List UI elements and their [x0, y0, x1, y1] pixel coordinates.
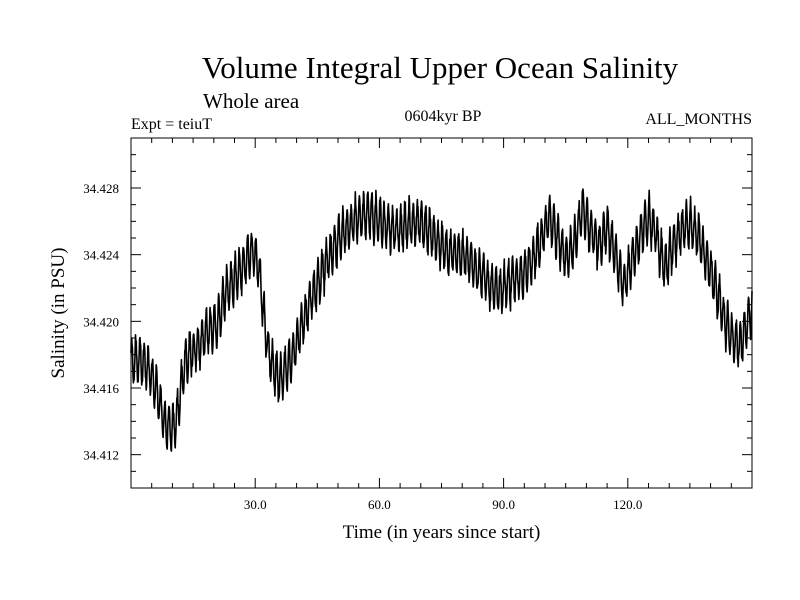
x-tick-label: 90.0 — [492, 497, 515, 512]
axis-ticks — [131, 138, 752, 488]
chart-title: Volume Integral Upper Ocean Salinity — [201, 50, 679, 85]
plot-frame — [130, 137, 753, 489]
salinity-series-line — [130, 188, 753, 452]
y-axis-label: Salinity (in PSU) — [48, 248, 69, 379]
y-tick-label: 34.412 — [83, 448, 119, 463]
x-axis-label: Time (in years since start) — [343, 522, 541, 543]
x-tick-label: 120.0 — [613, 497, 642, 512]
period-label: 0604kyr BP — [404, 108, 482, 125]
experiment-label: Expt = teiuT — [131, 116, 213, 133]
y-tick-label: 34.428 — [83, 181, 119, 196]
y-tick-label: 34.416 — [83, 381, 119, 396]
y-tick-label: 34.420 — [83, 314, 119, 329]
y-tick-label: 34.424 — [83, 248, 119, 263]
months-label: ALL_MONTHS — [645, 111, 752, 128]
axis-tick-labels: 30.0 60.0 90.0 120.0 34.412 34.416 34.420 34.42… — [83, 181, 642, 512]
x-tick-label: 30.0 — [244, 497, 267, 512]
chart-subtitle: Whole area — [203, 89, 300, 113]
x-tick-label: 60.0 — [368, 497, 391, 512]
